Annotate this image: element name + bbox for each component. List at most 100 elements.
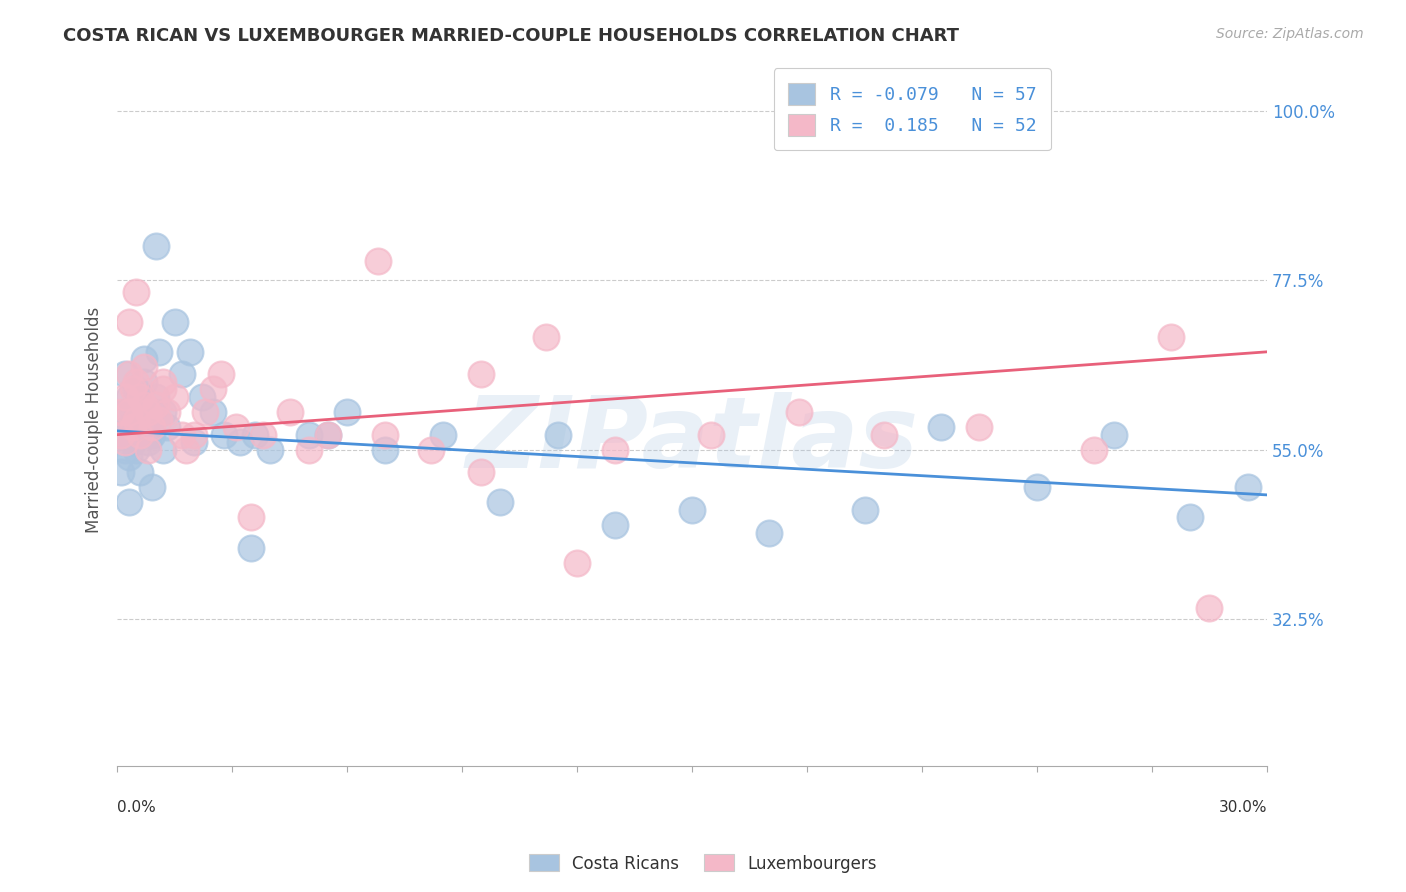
Point [374,442,396,457]
Point [243,427,266,442]
Point [132,352,155,367]
Point [121,383,143,397]
Point [194,405,217,419]
Point [336,405,359,419]
Point [145,398,167,412]
Point [163,315,186,329]
Point [121,420,143,434]
Point [118,390,141,404]
Point [225,420,247,434]
Point [114,435,136,450]
Point [367,254,389,268]
Point [172,368,194,382]
Point [420,442,443,457]
Point [470,465,492,479]
Point [969,420,991,434]
Point [110,427,132,442]
Point [141,420,163,434]
Point [114,405,136,419]
Point [605,518,627,533]
Point [789,405,811,419]
Point [129,427,152,442]
Point [201,383,224,397]
Point [758,525,780,540]
Point [163,390,186,404]
Point [214,427,236,442]
Point [125,412,148,426]
Point [129,405,152,419]
Point [118,450,141,465]
Text: 0.0%: 0.0% [117,800,156,815]
Point [374,427,396,442]
Point [145,390,167,404]
Point [156,405,179,419]
Point [148,344,170,359]
Point [316,427,339,442]
Point [118,315,141,329]
Point [929,420,952,434]
Point [141,427,163,442]
Point [1236,480,1258,494]
Point [1180,510,1202,524]
Point [179,344,201,359]
Point [1083,442,1105,457]
Point [125,442,148,457]
Point [129,465,152,479]
Point [148,412,170,426]
Point [259,442,281,457]
Point [536,330,558,344]
Point [252,427,274,442]
Point [152,405,174,419]
Point [136,412,159,426]
Point [141,480,163,494]
Point [152,442,174,457]
Point [114,368,136,382]
Point [565,556,588,570]
Point [872,427,894,442]
Point [118,368,141,382]
Point [174,442,197,457]
Point [278,405,301,419]
Point [132,359,155,374]
Point [136,405,159,419]
Text: 30.0%: 30.0% [1219,800,1267,815]
Point [1026,480,1049,494]
Point [470,368,492,382]
Point [110,465,132,479]
Point [853,503,876,517]
Point [121,427,143,442]
Point [183,427,205,442]
Point [190,390,212,404]
Point [547,427,569,442]
Point [125,375,148,389]
Point [118,420,141,434]
Point [316,427,339,442]
Point [132,375,155,389]
Point [1160,330,1182,344]
Point [201,405,224,419]
Point [229,435,252,450]
Point [240,541,263,555]
Point [700,427,723,442]
Point [152,383,174,397]
Point [110,427,132,442]
Text: ZIPatlas: ZIPatlas [465,392,918,489]
Point [172,427,194,442]
Point [298,442,321,457]
Point [125,420,148,434]
Legend: R = -0.079   N = 57, R =  0.185   N = 52: R = -0.079 N = 57, R = 0.185 N = 52 [773,69,1050,151]
Legend: Costa Ricans, Luxembourgers: Costa Ricans, Luxembourgers [522,847,884,880]
Y-axis label: Married-couple Households: Married-couple Households [86,307,103,533]
Point [209,368,232,382]
Point [152,375,174,389]
Point [145,239,167,253]
Point [605,442,627,457]
Point [129,427,152,442]
Point [681,503,703,517]
Point [114,390,136,404]
Point [121,435,143,450]
Text: Source: ZipAtlas.com: Source: ZipAtlas.com [1216,27,1364,41]
Point [121,405,143,419]
Point [240,510,263,524]
Point [118,495,141,509]
